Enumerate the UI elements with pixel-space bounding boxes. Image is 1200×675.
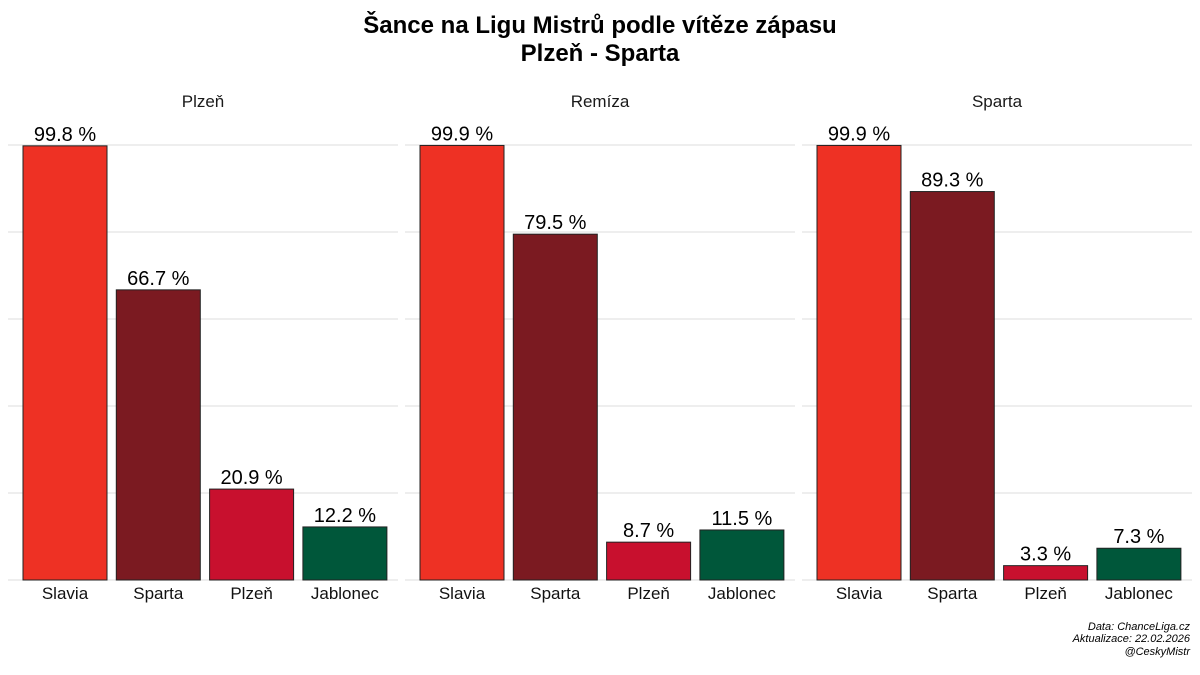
- panel-label: Plzeň: [182, 92, 225, 111]
- bar-sparta: [909, 191, 995, 581]
- panel-label: Sparta: [972, 92, 1023, 111]
- bar-sparta: [115, 289, 201, 581]
- data-label: 99.9 %: [828, 123, 890, 145]
- x-tick-label: Sparta: [530, 584, 581, 603]
- panel-label: Remíza: [571, 92, 630, 111]
- bar-plzeň: [606, 541, 692, 581]
- caption-source: Data: ChanceLiga.cz: [1087, 621, 1190, 633]
- chart-subtitle: Plzeň - Sparta: [520, 40, 680, 67]
- data-label: 12.2 %: [314, 505, 376, 527]
- x-tick-label: Sparta: [133, 584, 184, 603]
- data-label: 99.9 %: [431, 123, 493, 145]
- bar-slavia: [816, 144, 902, 581]
- caption-handle: @CeskyMistr: [1124, 646, 1190, 658]
- chart-title: Šance na Ligu Mistrů podle vítěze zápasu: [363, 12, 837, 39]
- x-tick-label: Sparta: [927, 584, 978, 603]
- bar-sparta: [512, 233, 598, 581]
- x-tick-label: Jablonec: [311, 584, 380, 603]
- data-label: 99.8 %: [34, 124, 96, 146]
- x-tick-label: Slavia: [836, 584, 883, 603]
- data-label: 20.9 %: [220, 467, 282, 489]
- bar-slavia: [22, 145, 108, 581]
- bar-jablonec: [1096, 547, 1182, 581]
- bar-plzeň: [209, 488, 295, 581]
- panel-3: Sparta 99.9 % Slavia 89.3 % Sparta 3.3 % Plzeň…: [802, 92, 1192, 603]
- x-tick-label: Plzeň: [230, 584, 273, 603]
- data-label: 8.7 %: [623, 520, 674, 542]
- data-label: 11.5 %: [712, 508, 773, 530]
- bar-jablonec: [302, 526, 388, 581]
- bar-jablonec: [699, 529, 785, 581]
- panel-1: Plzeň 99.8 % Slavia 66.7 % Sparta 20.9 % Plzeň…: [8, 92, 398, 603]
- x-tick-label: Jablonec: [708, 584, 777, 603]
- data-label: 89.3 %: [921, 170, 983, 192]
- caption-updated: Aktualizace: 22.02.2026: [1072, 633, 1190, 645]
- x-tick-label: Plzeň: [1024, 584, 1067, 603]
- bar-plzeň: [1003, 565, 1089, 581]
- x-tick-label: Jablonec: [1105, 584, 1174, 603]
- x-tick-label: Slavia: [439, 584, 486, 603]
- x-tick-label: Plzeň: [627, 584, 670, 603]
- data-label: 79.5 %: [524, 212, 586, 234]
- data-label: 3.3 %: [1020, 544, 1071, 566]
- data-label: 66.7 %: [127, 268, 189, 290]
- panel-2: Remíza 99.9 % Slavia 79.5 % Sparta 8.7 % Plzeň…: [405, 92, 795, 603]
- bar-slavia: [419, 144, 505, 581]
- data-label: 7.3 %: [1113, 526, 1164, 548]
- x-tick-label: Slavia: [42, 584, 89, 603]
